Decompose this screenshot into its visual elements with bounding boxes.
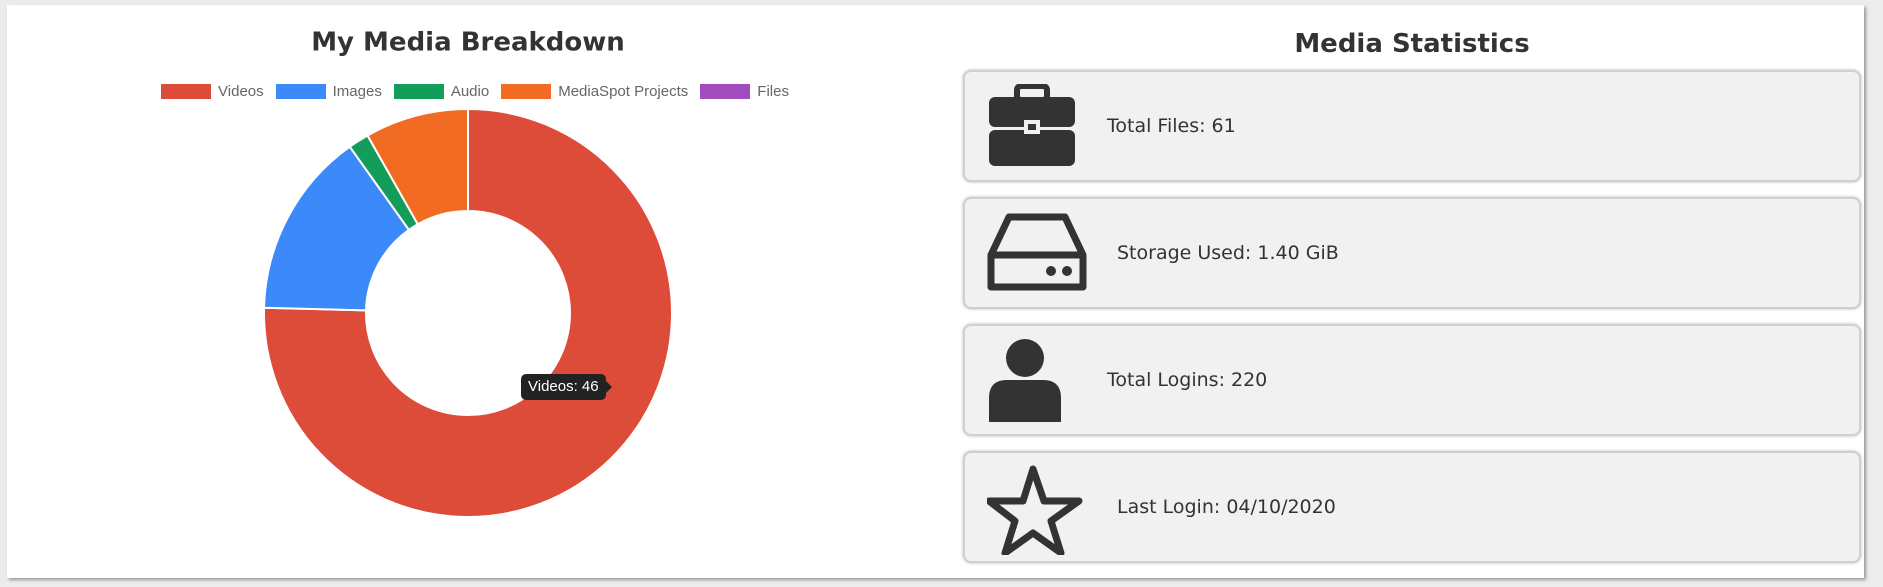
stat-text: Storage Used: 1.40 GiB [1117,242,1339,264]
legend-swatch [501,84,552,99]
chart-title: My Media Breakdown [311,28,625,58]
stat-card: Total Logins: 220 [963,324,1861,436]
donut-segment[interactable] [263,107,673,518]
stat-text: Total Files: 61 [1107,115,1236,137]
legend-label: MediaSpot Projects [558,83,689,100]
legend-swatch [275,84,326,99]
stat-text: Total Logins: 220 [1107,369,1268,391]
legend-swatch [393,84,444,99]
stat-card: Total Files: 61 [963,70,1861,182]
star-icon [987,465,1083,555]
stats-title: Media Statistics [1294,29,1530,59]
legend-item[interactable]: Audio [393,83,490,100]
stat-card: Storage Used: 1.40 GiB [963,197,1861,309]
legend-swatch [700,84,751,99]
user-icon [989,339,1061,422]
dashboard-panel: My Media Breakdown Videos Images Audio Medi… [7,5,1864,578]
stat-card: Last Login: 04/10/2020 [963,451,1861,563]
briefcase-icon [989,84,1075,166]
legend-item[interactable]: MediaSpot Projects [501,83,688,100]
legend-label: Audio [450,83,490,100]
legend-item[interactable]: Videos [161,83,264,100]
legend-label: Images [332,83,382,100]
drive-icon [987,213,1087,291]
legend-swatch [161,84,212,99]
donut-segment[interactable] [366,107,469,226]
legend-item[interactable]: Images [275,83,382,100]
chart: My Media Breakdown [263,28,673,518]
tooltip: Videos: 46 [521,374,612,400]
legend-label: Videos [218,83,264,100]
legend: Videos Images Audio MediaSpot Projects Files [7,83,943,100]
legend-label: Files [757,83,789,100]
stat-text: Last Login: 04/10/2020 [1117,496,1336,518]
legend-item[interactable]: Files [700,83,789,100]
